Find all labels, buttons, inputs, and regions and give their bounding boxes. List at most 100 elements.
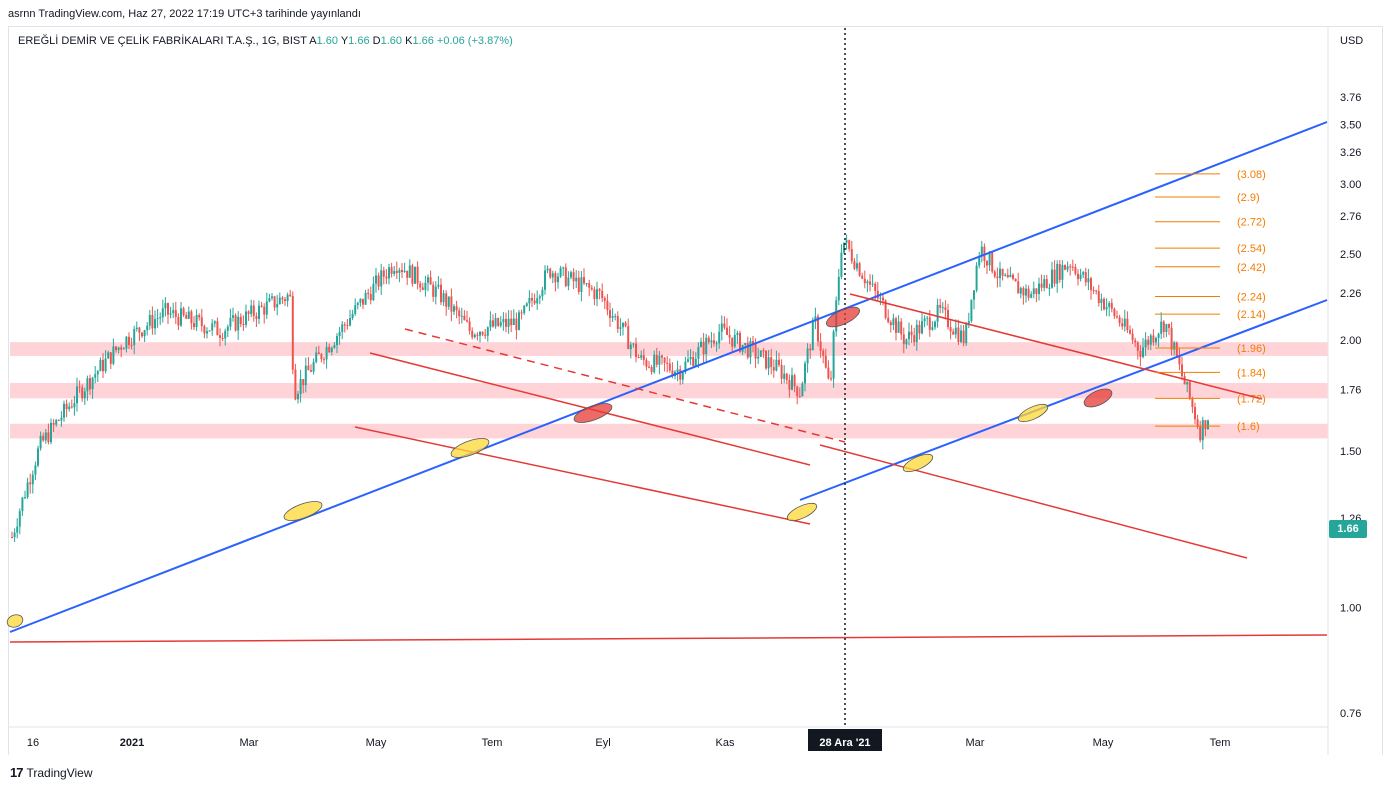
candle-body: [689, 356, 692, 360]
candle-body: [671, 370, 674, 377]
candle-body: [60, 417, 63, 421]
candle-body: [146, 325, 149, 331]
candle-body: [221, 337, 224, 339]
candle-body: [198, 315, 201, 318]
candle-body: [96, 371, 99, 375]
candle-body: [510, 318, 513, 326]
candle-body: [24, 497, 26, 499]
candle-body: [177, 316, 180, 326]
candle-body: [973, 290, 975, 300]
candle-body: [226, 326, 229, 331]
candle-body: [653, 354, 656, 373]
candle-body: [1017, 281, 1020, 294]
candle-body: [37, 448, 39, 466]
candle-body: [416, 266, 419, 284]
candle-body: [1110, 303, 1113, 309]
candle-body: [926, 317, 929, 319]
candle-body: [1077, 273, 1079, 280]
candle-body: [1160, 321, 1163, 334]
candle-body: [1204, 420, 1207, 430]
candle-body: [1064, 265, 1066, 270]
candle-body: [154, 319, 156, 329]
candle-body: [627, 326, 630, 350]
candle-body: [346, 324, 349, 326]
price-tick-label: 3.00: [1340, 179, 1361, 191]
candle-body: [858, 263, 861, 276]
candle-body: [302, 379, 305, 386]
candle-body: [18, 511, 21, 527]
candle-body: [874, 283, 877, 292]
candle-body: [936, 304, 939, 322]
footer: 17 TradingView: [10, 765, 93, 780]
candle-body: [224, 330, 227, 339]
candle-body: [993, 271, 996, 277]
candle-body: [122, 348, 125, 350]
candle-body: [390, 267, 393, 274]
candle-body: [185, 315, 188, 319]
candle-body: [1032, 288, 1035, 295]
candle-body: [1038, 283, 1040, 295]
candle-body: [63, 403, 65, 418]
candle-body: [1168, 324, 1170, 328]
candle-body: [1201, 420, 1204, 441]
candle-body: [554, 273, 557, 283]
candle-body: [34, 465, 37, 475]
candle-body: [172, 310, 175, 314]
candle-body: [736, 332, 739, 335]
candle-body: [710, 340, 713, 343]
price-tick-label: 2.00: [1340, 335, 1361, 347]
candle-body: [1025, 288, 1027, 296]
candle-body: [1188, 381, 1191, 399]
candle-body: [403, 270, 406, 272]
candle-body: [723, 323, 726, 328]
candle-body: [1074, 266, 1077, 274]
candle-body: [707, 337, 710, 343]
candle-body: [642, 355, 645, 361]
candle-body: [915, 324, 918, 343]
candle-body: [1136, 342, 1139, 351]
candle-body: [939, 304, 942, 308]
candle-body: [338, 331, 341, 337]
candle-body: [624, 322, 627, 327]
candle-body: [931, 327, 934, 330]
candle-body: [294, 369, 297, 400]
time-tick-label: Mar: [240, 737, 259, 749]
candle-body: [52, 422, 55, 425]
candle-body: [26, 482, 29, 498]
time-axis: 16 2021 Mar May Tem Eyl Kas 28 Ara '21 Mar May Tem: [8, 726, 1328, 751]
publish-info: asrnn TradingView.com, Haz 27, 2022 17:1…: [8, 8, 361, 20]
candle-body: [369, 294, 372, 301]
yellow-touch-marker: [450, 438, 490, 458]
low-value: 1.60: [380, 35, 403, 47]
candle-body: [892, 318, 895, 326]
candle-body: [1058, 264, 1061, 280]
support-zone: [10, 423, 1328, 439]
candle-body: [330, 347, 333, 353]
candle-body: [518, 312, 520, 330]
candle-body: [336, 336, 338, 346]
candle-body: [822, 350, 825, 356]
candle-body: [1100, 298, 1103, 304]
candle-body: [112, 346, 115, 364]
candle-body: [655, 354, 658, 365]
candle-body: [304, 365, 307, 386]
candle-body: [133, 329, 136, 346]
time-tick-label: Mar: [966, 737, 985, 749]
candle-body: [1071, 266, 1074, 268]
time-tick-label: 28 Ara '21: [819, 737, 870, 749]
candle-body: [237, 316, 240, 331]
candle-body: [354, 305, 357, 314]
candle-body: [801, 383, 804, 397]
candle-body: [614, 315, 617, 317]
candle-body: [609, 310, 611, 318]
candle-body: [970, 299, 973, 322]
candle-body: [749, 341, 752, 358]
candle-body: [117, 347, 120, 351]
candle-body: [1155, 338, 1157, 343]
candle-body: [832, 331, 835, 379]
candle-body: [195, 315, 198, 328]
candle-body: [863, 278, 866, 284]
candle-body: [258, 305, 260, 319]
candle-body: [307, 365, 310, 371]
